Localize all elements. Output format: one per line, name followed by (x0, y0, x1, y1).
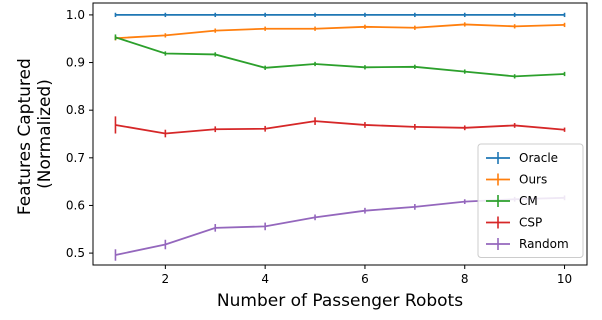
series-line (115, 23, 565, 40)
y-tick-label: 0.8 (66, 103, 85, 117)
y-tick-label: 1.0 (66, 8, 85, 22)
x-tick-label: 10 (557, 272, 572, 286)
plot-frame (92, 2, 588, 266)
legend-label: Ours (519, 173, 547, 187)
x-tick-label: 6 (361, 272, 369, 286)
series-cm (114, 34, 566, 79)
x-tick-label: 8 (461, 272, 469, 286)
ticks: 2 4 6 8 10 0.5 0.6 0.7 0.8 0.9 1.0 (66, 8, 572, 286)
y-tick-label: 0.5 (66, 246, 85, 260)
legend-box (477, 143, 584, 258)
legend-label: Random (519, 237, 569, 251)
y-axis-label: Features Captured (Normalized) (15, 53, 55, 215)
legend-label: CSP (519, 216, 542, 230)
y-axis-label-line-2: (Normalized) (35, 79, 55, 189)
series-line (115, 36, 565, 78)
series-oracle (114, 12, 566, 18)
legend: Oracle Ours CM CSP Random (477, 143, 584, 258)
x-tick-label: 4 (261, 272, 269, 286)
legend-label: CM (519, 194, 538, 208)
axes (92, 2, 588, 266)
series-csp (114, 116, 566, 138)
series-ours (114, 22, 566, 41)
x-tick-label: 2 (162, 272, 170, 286)
series-line (115, 120, 565, 135)
y-axis-label-line-1: Features Captured (15, 58, 35, 215)
y-tick-label: 0.7 (66, 151, 85, 165)
y-tick-label: 0.9 (66, 56, 85, 70)
x-axis-label: Number of Passenger Robots (217, 291, 463, 311)
legend-label: Oracle (519, 151, 558, 165)
y-tick-label: 0.6 (66, 198, 85, 212)
